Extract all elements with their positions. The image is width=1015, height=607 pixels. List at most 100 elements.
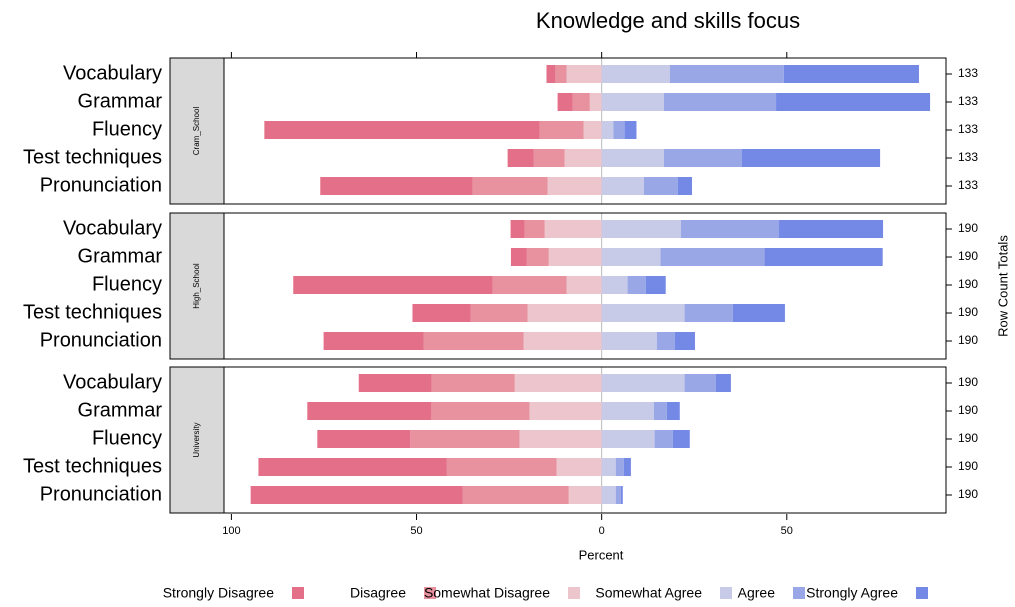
strip [169,212,225,360]
x-axis-label: Percent [579,547,624,562]
bar-segment [654,430,673,448]
bar-segment [680,220,780,238]
strip-label: High_School [192,263,201,309]
bar-segment [653,402,667,420]
bar-segment [446,458,557,476]
category-label: Grammar [78,245,163,267]
bar-segment [547,177,602,195]
bar-segment [566,65,602,83]
bar-segment [264,121,540,139]
bar-segment [601,149,664,167]
bar-segment [601,121,614,139]
bar-segment [684,304,733,322]
bar-segment [624,121,637,139]
panel-border [223,57,947,205]
category-label: Test techniques [23,301,162,323]
bar-segment [472,177,548,195]
bar-segment [410,430,520,448]
bar-segment [412,304,471,322]
bar-segment [556,458,602,476]
chart-title: Knowledge and skills focus [536,8,800,33]
bar-segment [732,304,785,322]
bar-segment [674,332,695,350]
strip-label: University [192,422,201,457]
category-label: Pronunciation [40,483,162,505]
total-label: 133 [958,94,978,108]
bar-segment [627,276,646,294]
category-label: Pronunciation [40,329,162,351]
bar-segment [615,486,621,504]
legend-swatch [916,587,928,599]
bar-segment [663,93,777,111]
bar-segment [564,149,602,167]
bar-segment [510,220,525,238]
bar-segment [677,177,693,195]
bar-segment [601,248,661,266]
bar-segment [539,121,584,139]
bar-segment [320,177,473,195]
bar-segment [741,149,881,167]
bar-segment [423,332,524,350]
bar-segment [250,486,463,504]
bar-segment [663,149,742,167]
bar-segment [643,177,678,195]
bar-segment [566,276,602,294]
bar-segment [601,402,654,420]
bar-segment [568,486,602,504]
category-label: Test techniques [23,146,162,168]
x-tick-label: 100 [222,525,240,537]
total-label: 190 [958,277,978,291]
legend-swatch [292,587,304,599]
total-label: 190 [958,249,978,263]
legend-swatch [720,587,732,599]
total-label: 133 [958,122,978,136]
bar-segment [572,93,590,111]
bar-segment [557,93,573,111]
x-tick-label: 50 [781,525,793,537]
bar-segment [601,220,681,238]
bar-segment [583,121,602,139]
bar-segment [470,304,528,322]
legend-label: Somewhat Agree [595,585,702,601]
legend-label: Somewhat Disagree [424,585,550,601]
bar-segment [656,332,675,350]
strip [169,57,225,205]
bar-segment [507,149,534,167]
total-label: 190 [958,305,978,319]
bar-segment [601,65,670,83]
bar-segment [431,402,530,420]
bar-segment [519,430,602,448]
bar-segment [544,220,602,238]
bar-segment [645,276,666,294]
bar-segment [317,430,411,448]
bar-segment [684,374,716,392]
strip [169,366,225,514]
bar-segment [669,65,784,83]
bar-segment [526,248,549,266]
total-label: 190 [958,487,978,501]
bar-segment [715,374,731,392]
legend-label: Disagree [350,585,406,601]
category-label: Fluency [92,118,162,140]
bar-segment [589,93,602,111]
panel-border [223,366,947,514]
bar-segment [601,332,657,350]
bar-segment [323,332,424,350]
bar-segment [548,248,602,266]
bar-segment [293,276,493,294]
bar-segment [601,430,655,448]
legend-swatch [568,587,580,599]
bar-segment [666,402,680,420]
bar-segment [462,486,569,504]
total-label: 133 [958,150,978,164]
bar-segment [779,220,884,238]
bar-segment [358,374,432,392]
bar-segment [776,93,931,111]
total-label: 190 [958,375,978,389]
bar-segment [660,248,765,266]
total-label: 190 [958,403,978,417]
total-label: 190 [958,221,978,235]
bar-segment [620,486,623,504]
bar-segment [555,65,567,83]
category-label: Grammar [78,399,163,421]
